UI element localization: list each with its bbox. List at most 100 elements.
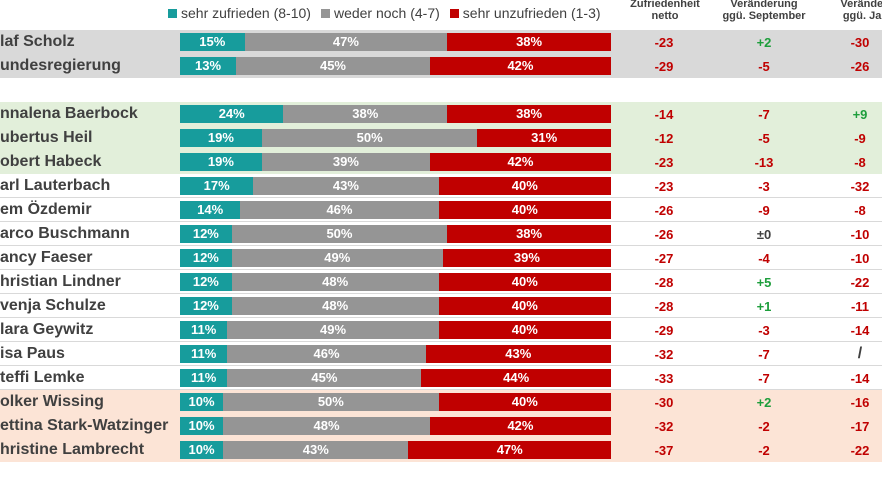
person-name: undesregierung	[0, 57, 121, 74]
person-name: hristine Lambrecht	[0, 441, 145, 458]
bar-segment	[236, 57, 430, 75]
bar-value-label: 45%	[319, 58, 346, 73]
netto-value: -33	[654, 371, 674, 386]
column-header-line: Veränderung	[730, 0, 798, 10]
bar-value-label: 49%	[319, 322, 347, 337]
change-september-value: +1	[756, 299, 772, 314]
bar-segment	[180, 321, 228, 339]
bar-segment	[227, 369, 422, 387]
bar-value-label: 39%	[513, 250, 540, 265]
bar-segment	[244, 33, 448, 51]
netto-value: -37	[654, 443, 674, 458]
bar-segment	[429, 57, 611, 75]
bar-segment	[477, 129, 611, 147]
netto-value: -29	[654, 59, 674, 74]
bar-segment	[253, 177, 439, 195]
legend-swatch	[449, 8, 459, 18]
bar-value-label: 40%	[511, 322, 538, 337]
bar-value-label: 31%	[531, 130, 558, 145]
bar-value-label: 48%	[322, 298, 349, 313]
bar-value-label: 11%	[191, 346, 217, 361]
bar-value-label: 38%	[352, 106, 379, 121]
bar-segment	[261, 153, 430, 171]
change-january-value: +9	[852, 107, 868, 122]
bar-value-label: 15%	[199, 34, 226, 49]
bar-value-label: 40%	[511, 298, 538, 313]
person-name: em Özdemir	[0, 201, 92, 218]
person-name: hristian Lindner	[0, 273, 121, 290]
change-september-value: -7	[758, 371, 770, 386]
change-september-value: -2	[758, 419, 770, 434]
bar-value-label: 47%	[496, 442, 523, 457]
person-name: isa Paus	[0, 345, 65, 362]
bar-value-label: 40%	[511, 274, 538, 289]
bar-value-label: 48%	[322, 274, 349, 289]
bar-segment	[180, 225, 232, 243]
change-january-value: -30	[850, 35, 870, 50]
bar-segment	[180, 129, 262, 147]
person-name: ubertus Heil	[0, 129, 93, 146]
bar-segment	[180, 201, 241, 219]
change-september-value: -3	[758, 323, 770, 338]
bar-value-label: 10%	[188, 442, 215, 457]
bar-segment	[223, 441, 409, 459]
bar-value-label: 12%	[192, 298, 219, 313]
change-january-value: -26	[850, 59, 870, 74]
person-name: lara Geywitz	[0, 321, 94, 338]
bar-value-label: 39%	[332, 154, 359, 169]
bar-value-label: 11%	[191, 370, 217, 385]
change-january-value: /	[857, 345, 863, 362]
netto-value: -29	[654, 323, 674, 338]
bar-segment	[180, 153, 262, 171]
row-separator	[0, 317, 882, 318]
bar-segment	[227, 321, 439, 339]
bar-value-label: 47%	[332, 34, 359, 49]
change-september-value: +2	[756, 395, 772, 410]
bar-value-label: 40%	[511, 202, 538, 217]
column-header-line: Veränderung	[840, 0, 882, 10]
bar-value-label: 43%	[332, 178, 359, 193]
row-separator	[0, 245, 882, 246]
person-name: venja Schulze	[0, 297, 106, 314]
bar-value-label: 50%	[356, 130, 383, 145]
bar-segment	[180, 417, 224, 435]
bar-value-label: 11%	[191, 322, 217, 337]
bar-segment	[180, 105, 284, 123]
bar-segment	[447, 225, 611, 243]
bar-segment	[180, 273, 232, 291]
bar-segment	[442, 249, 611, 267]
legend-item-neutral: weder noch (4-7)	[320, 5, 440, 21]
change-january-value: -10	[850, 227, 870, 242]
bar-value-label: 40%	[511, 394, 538, 409]
bar-segment	[447, 33, 611, 51]
bar-segment	[180, 345, 228, 363]
bar-segment	[180, 393, 224, 411]
legend-item-dissatisfied: sehr unzufrieden (1-3)	[449, 5, 601, 21]
row-separator	[0, 365, 882, 366]
column-header-line: netto	[651, 10, 679, 22]
bar-segment	[180, 441, 224, 459]
netto-value: -28	[654, 275, 674, 290]
bar-segment	[223, 417, 430, 435]
change-january-value: -8	[854, 203, 866, 218]
person-name: obert Habeck	[0, 153, 102, 170]
change-january-value: -11	[850, 299, 870, 314]
bar-segment	[231, 297, 439, 315]
bar-value-label: 12%	[192, 226, 219, 241]
change-september-value: -4	[758, 251, 770, 266]
change-january-value: -22	[850, 275, 870, 290]
bar-value-label: 38%	[516, 106, 543, 121]
netto-value: -28	[654, 299, 674, 314]
netto-value: -30	[654, 395, 674, 410]
change-january-value: -9	[854, 131, 866, 146]
bar-value-label: 13%	[194, 58, 222, 73]
change-september-value: -9	[758, 203, 770, 218]
change-january-value: -22	[850, 443, 870, 458]
bar-segment	[421, 369, 611, 387]
bar-value-label: 43%	[505, 346, 532, 361]
legend-label: weder noch (4-7)	[333, 5, 440, 21]
netto-value: -14	[654, 107, 674, 122]
bar-value-label: 43%	[302, 442, 329, 457]
row-separator	[0, 341, 882, 342]
bar-segment	[429, 153, 611, 171]
